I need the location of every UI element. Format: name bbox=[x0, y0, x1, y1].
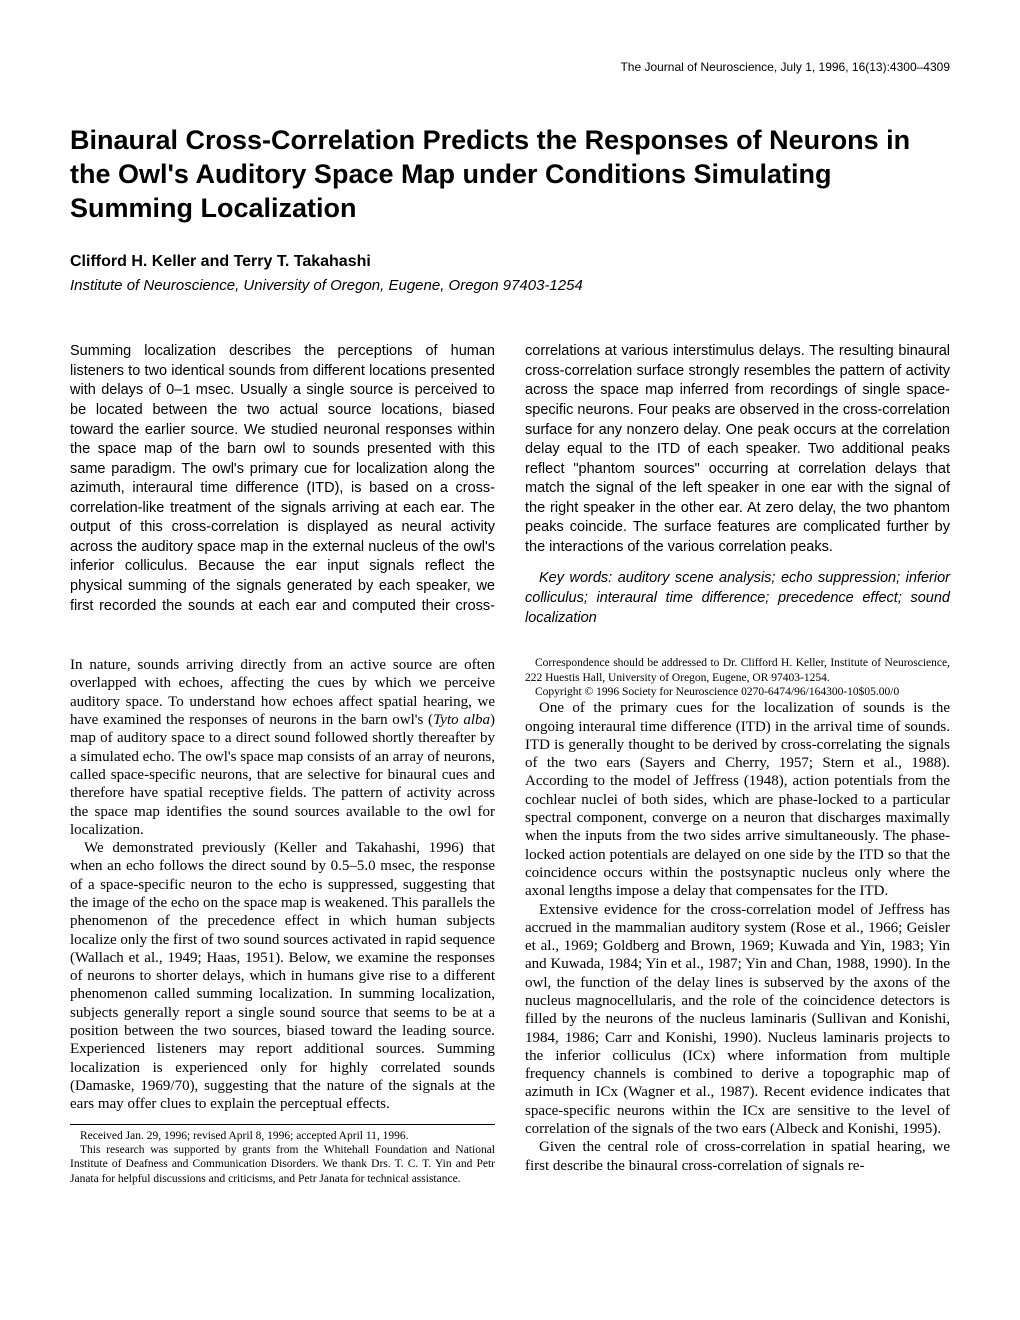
footnote-support: This research was supported by grants fr… bbox=[70, 1143, 495, 1186]
body-p1b: ) map of auditory space to a direct soun… bbox=[70, 712, 495, 838]
footnote-correspondence: Correspondence should be addressed to Dr… bbox=[525, 656, 950, 685]
body-paragraph-4: Extensive evidence for the cross-correla… bbox=[525, 901, 950, 1139]
authors: Clifford H. Keller and Terry T. Takahash… bbox=[70, 253, 950, 271]
body-paragraph-3: One of the primary cues for the localiza… bbox=[525, 699, 950, 900]
keywords-block: Key words: auditory scene analysis; echo… bbox=[525, 569, 950, 628]
abstract: Summing localization describes the perce… bbox=[70, 342, 950, 628]
journal-header: The Journal of Neuroscience, July 1, 199… bbox=[70, 60, 950, 74]
footnote-received: Received Jan. 29, 1996; revised April 8,… bbox=[70, 1129, 495, 1143]
body-paragraph-5: Given the central role of cross-correlat… bbox=[525, 1138, 950, 1175]
footnote-copyright: Copyright © 1996 Society for Neuroscienc… bbox=[525, 685, 950, 699]
article-title: Binaural Cross-Correlation Predicts the … bbox=[70, 124, 950, 225]
keywords-label: Key words: bbox=[539, 570, 618, 586]
body-text: In nature, sounds arriving directly from… bbox=[70, 656, 950, 1186]
body-paragraph-1: In nature, sounds arriving directly from… bbox=[70, 656, 495, 839]
body-paragraph-2: We demonstrated previously (Keller and T… bbox=[70, 839, 495, 1113]
species-name: Tyto alba bbox=[433, 712, 490, 728]
body-p1a: In nature, sounds arriving directly from… bbox=[70, 657, 495, 728]
affiliation: Institute of Neuroscience, University of… bbox=[70, 277, 950, 294]
